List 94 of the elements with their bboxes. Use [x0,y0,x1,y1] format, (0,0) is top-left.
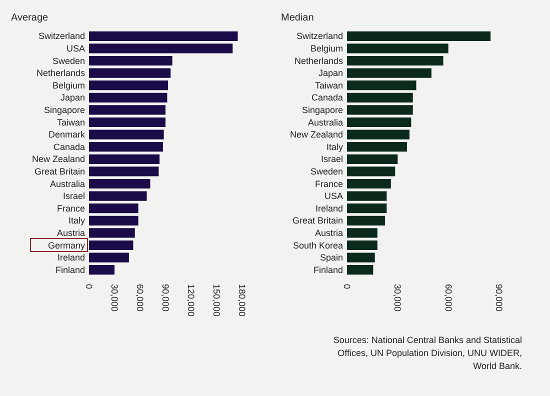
bar [347,31,491,41]
y-tick-label: Denmark [48,130,86,140]
x-tick-label: 150,000 [212,284,222,317]
y-tick-label: Sweden [52,56,85,66]
bar [89,68,171,78]
y-tick-label: Belgium [52,80,85,90]
x-tick-label: 30,000 [110,284,120,312]
bar [89,178,150,189]
y-tick-label: South Korea [292,240,343,250]
y-tick-label: Ireland [315,203,343,214]
y-tick-label: Singapore [302,104,343,115]
y-tick-label: Netherlands [294,56,344,66]
y-tick-label: New Zealand [32,154,85,164]
bar [89,240,134,250]
y-tick-label: Ireland [57,252,85,263]
bar [89,142,163,152]
x-tick-label: 0 [84,284,94,290]
bar [347,105,413,115]
y-tick-label: Sweden [310,166,343,176]
bar [347,191,387,201]
y-tick-label: Switzerland [296,31,343,42]
bar [347,130,410,140]
bar [89,154,160,164]
bar [347,80,416,90]
bar [89,216,138,226]
bar [89,44,233,54]
bar [347,68,432,78]
y-tick-label: Italy [68,216,86,226]
bar [89,265,114,275]
x-tick-label: 120,000 [186,284,196,317]
x-tick-label: 90,000 [160,284,170,312]
bar [89,204,138,214]
bar [347,252,375,262]
y-tick-label: Japan [318,68,343,78]
bar [347,204,387,214]
y-tick-label: Japan [60,92,85,103]
bar [347,56,444,66]
y-tick-label: Israel [320,154,343,164]
bar [89,117,166,128]
bar [89,130,164,140]
bar [347,92,413,102]
y-tick-label: Taiwan [56,117,85,128]
bar [89,56,172,66]
y-tick-label: Italy [326,142,344,152]
x-tick-label: 180,000 [237,284,247,317]
bar [347,44,448,54]
bar [347,166,396,176]
bar [89,191,147,201]
y-tick-label: Great Britain [34,166,85,176]
y-tick-label: Germany [48,240,86,250]
bar [89,105,166,115]
y-tick-label: Netherlands [36,68,86,78]
x-tick-label: 60,000 [135,284,145,312]
y-tick-label: Finland [313,264,343,275]
x-tick-label: 90,000 [494,284,504,312]
y-tick-label: Taiwan [314,80,343,90]
x-tick-label: 30,000 [392,284,403,312]
bar [89,92,168,102]
y-tick-label: Finland [55,264,85,275]
y-tick-label: Austria [314,228,343,238]
y-tick-label: Canada [311,92,343,103]
y-tick-label: New Zealand [290,130,343,140]
bar [89,228,135,238]
y-tick-label: Israel [62,191,85,202]
y-tick-label: France [56,203,85,214]
y-tick-label: USA [66,43,85,54]
bar [347,216,385,226]
bar [347,228,378,238]
y-tick-label: Belgium [310,43,343,54]
bar [347,117,412,128]
y-tick-label: Canada [53,142,85,152]
y-tick-label: Singapore [44,104,85,115]
bar [347,240,378,250]
source-note: Sources: National Central Banks and Statistical Offices, UN Population Division, UNU WIDER, World Bank. [332,334,522,373]
x-tick-label: 60,000 [443,284,454,312]
bar [89,166,159,176]
bar [347,142,407,152]
bar [89,80,168,90]
chart-title: Median [281,12,314,24]
y-tick-label: Great Britain [292,216,343,226]
x-tick-label: 0 [342,284,352,290]
y-tick-label: France [314,178,343,189]
bar [347,265,374,275]
bar [347,178,391,189]
y-tick-label: USA [324,191,343,202]
y-tick-label: Australia [308,117,343,128]
bar [89,252,129,262]
y-tick-label: Spain [320,252,343,263]
chart-title: Average [11,12,49,24]
bar [89,31,238,41]
y-tick-label: Switzerland [38,31,85,42]
y-tick-label: Austria [56,228,85,238]
y-tick-label: Australia [50,178,85,189]
bar [347,154,398,164]
